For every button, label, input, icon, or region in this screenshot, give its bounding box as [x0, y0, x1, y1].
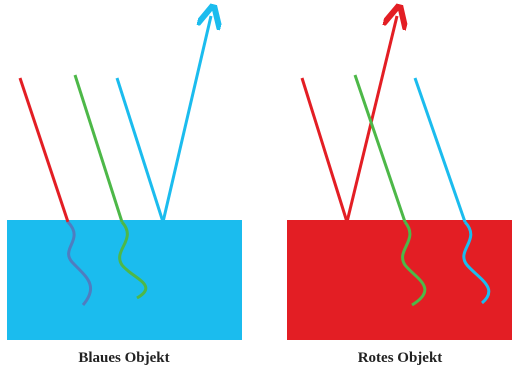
blue-object [7, 220, 242, 340]
diagram: Blaues Objekt Rotes Objekt [0, 0, 517, 377]
label: Rotes Objekt [358, 350, 443, 366]
green-ray [75, 75, 122, 222]
red-ray [302, 78, 347, 222]
page: Blaues Objekt Rotes Objekt (() => { cons… [0, 0, 517, 377]
red-ray [20, 78, 68, 222]
red-object [287, 220, 512, 340]
reflected-ray [163, 16, 211, 222]
label: Blaues Objekt [78, 350, 169, 366]
cyan-ray [415, 78, 465, 222]
reflected-ray [347, 16, 397, 222]
cyan-ray [117, 78, 163, 222]
green-ray [355, 75, 405, 222]
